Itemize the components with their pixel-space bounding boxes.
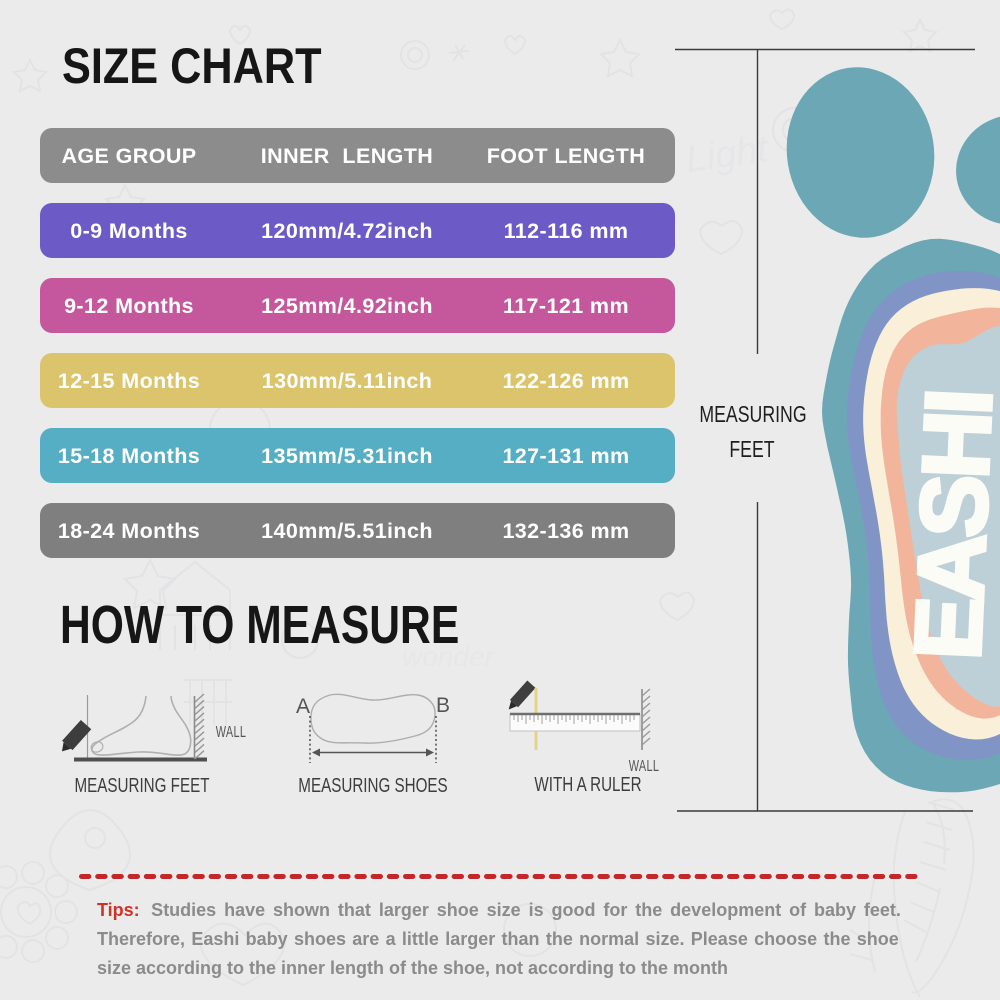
svg-text:EASHI: EASHI (895, 390, 1000, 662)
svg-text:MEASURING FEET: MEASURING FEET (74, 774, 209, 797)
svg-text:B: B (436, 694, 450, 717)
svg-text:A: A (296, 695, 310, 718)
svg-text:MEASURING SHOES: MEASURING SHOES (298, 774, 448, 797)
svg-text:WALL: WALL (629, 757, 660, 775)
svg-text:wonder: wonder (402, 641, 496, 672)
svg-text:WALL: WALL (216, 723, 247, 741)
svg-text:WITH A RULER: WITH A RULER (534, 773, 641, 796)
